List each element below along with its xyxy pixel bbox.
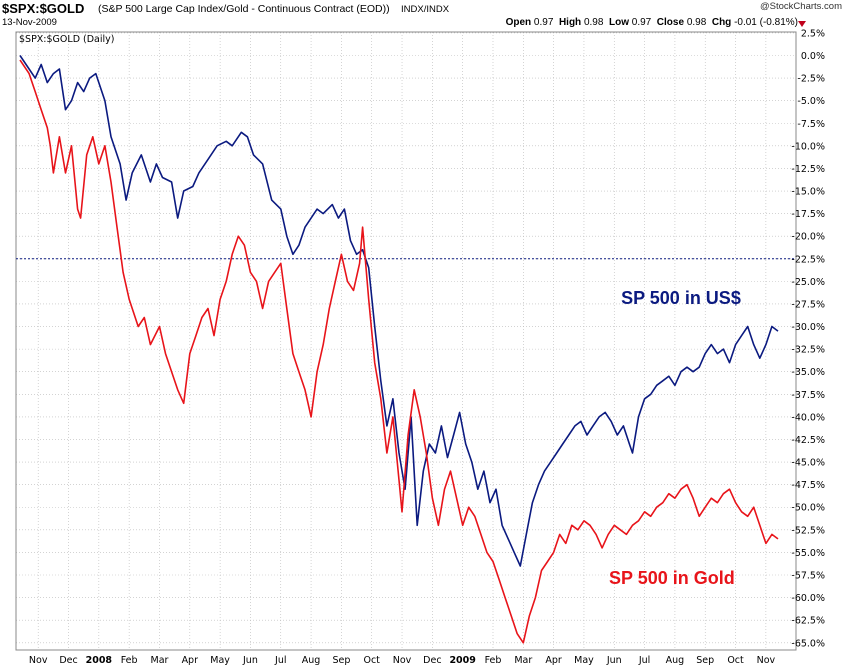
y-tick-label: -27.5% — [791, 299, 825, 310]
x-tick-label: 2009 — [449, 655, 475, 666]
watermark: @StockCharts.com — [760, 1, 842, 12]
y-tick-label: -57.5% — [791, 571, 825, 582]
x-tick-label: Sep — [696, 655, 714, 666]
y-tick-label: -2.5% — [797, 74, 825, 85]
ohlc-readout: Open 0.97 High 0.98 Low 0.97 Close 0.98 … — [506, 17, 798, 28]
y-tick-label: -17.5% — [791, 209, 825, 220]
y-tick-label: -42.5% — [791, 435, 825, 446]
x-tick-label: Nov — [393, 655, 412, 666]
x-tick-label: Nov — [757, 655, 776, 666]
x-tick-label: Jul — [638, 655, 650, 666]
x-tick-label: Oct — [363, 655, 380, 666]
close-value: 0.98 — [686, 17, 707, 28]
chart-header: $SPX:$GOLD (S&P 500 Large Cap Index/Gold… — [0, 0, 850, 32]
y-tick-label: -40.0% — [791, 412, 825, 423]
x-tick-label: 2008 — [86, 655, 113, 666]
x-tick-label: Apr — [545, 655, 562, 666]
open-value: 0.97 — [533, 17, 554, 28]
plot-area-border — [15, 31, 797, 651]
y-tick-label: -5.0% — [797, 96, 825, 107]
chg-value: -0.01 (-0.81%) — [734, 17, 798, 28]
series — [19, 55, 779, 644]
y-tick-label: -50.0% — [791, 503, 825, 514]
annotations: SP 500 in US$ SP 500 in Gold — [609, 288, 741, 588]
x-tick-label: Nov — [29, 655, 48, 666]
y-tick-label: -65.0% — [791, 638, 825, 649]
x-tick-label: May — [574, 655, 594, 666]
x-tick-label: Apr — [182, 655, 199, 666]
series-line-gold — [19, 59, 779, 644]
y-tick-label: -22.5% — [791, 254, 825, 265]
y-tick-label: -7.5% — [797, 119, 825, 130]
series-line-usd — [19, 55, 779, 567]
y-tick-label: 0.0% — [801, 51, 825, 62]
x-tick-label: Jul — [274, 655, 286, 666]
x-tick-label: Feb — [485, 655, 502, 666]
low-label: Low — [608, 17, 629, 28]
x-tick-label: Mar — [514, 655, 532, 666]
y-tick-label: -12.5% — [791, 164, 825, 175]
y-tick-label: -20.0% — [791, 232, 825, 243]
y-tick-label: -35.0% — [791, 367, 825, 378]
annotation-gold: SP 500 in Gold — [609, 568, 735, 588]
y-tick-label: -55.0% — [791, 548, 825, 559]
y-tick-label: -25.0% — [791, 277, 825, 288]
high-value: 0.98 — [583, 17, 604, 28]
x-tick-label: Sep — [332, 655, 350, 666]
y-tick-label: -60.0% — [791, 593, 825, 604]
symbol-title: $SPX:$GOLD — [2, 1, 85, 16]
x-tick-label: Dec — [59, 655, 77, 666]
x-axis: Nov Dec 2008 Feb Mar Apr May Jun Jul Aug Sep Oct Nov… — [29, 655, 776, 666]
x-tick-label: Jun — [242, 655, 258, 666]
x-tick-label: Dec — [423, 655, 441, 666]
chart-date: 13-Nov-2009 — [2, 17, 57, 28]
y-tick-label: -30.0% — [791, 322, 825, 333]
y-tick-label: -47.5% — [791, 480, 825, 491]
y-tick-label: 2.5% — [801, 28, 825, 39]
x-tick-label: Mar — [151, 655, 169, 666]
low-value: 0.97 — [631, 17, 652, 28]
y-tick-label: -15.0% — [791, 187, 825, 198]
x-tick-label: Aug — [302, 655, 321, 666]
x-tick-label: May — [210, 655, 230, 666]
chart-legend-label: $SPX:$GOLD (Daily) — [19, 34, 114, 45]
chg-down-icon — [798, 21, 806, 27]
y-tick-label: -62.5% — [791, 616, 825, 627]
y-tick-label: -10.0% — [791, 141, 825, 152]
exchange-label: INDX/INDX — [401, 4, 450, 15]
grid — [16, 32, 796, 650]
y-tick-label: -52.5% — [791, 525, 825, 536]
x-tick-label: Jun — [606, 655, 622, 666]
y-axis: 2.5% 0.0% -2.5% -5.0% -7.5% -10.0% -12.5% -15.0… — [791, 28, 825, 649]
symbol-description: (S&P 500 Large Cap Index/Gold - Continuo… — [98, 3, 390, 15]
x-tick-label: Oct — [727, 655, 744, 666]
y-tick-label: -32.5% — [791, 345, 825, 356]
chg-label: Chg — [711, 17, 732, 28]
y-tick-label: -45.0% — [791, 458, 825, 469]
x-tick-label: Feb — [121, 655, 138, 666]
y-tick-label: -37.5% — [791, 390, 825, 401]
close-label: Close — [656, 17, 685, 28]
annotation-usd: SP 500 in US$ — [621, 288, 741, 308]
open-label: Open — [505, 17, 532, 28]
x-tick-label: Aug — [666, 655, 685, 666]
high-label: High — [558, 17, 582, 28]
